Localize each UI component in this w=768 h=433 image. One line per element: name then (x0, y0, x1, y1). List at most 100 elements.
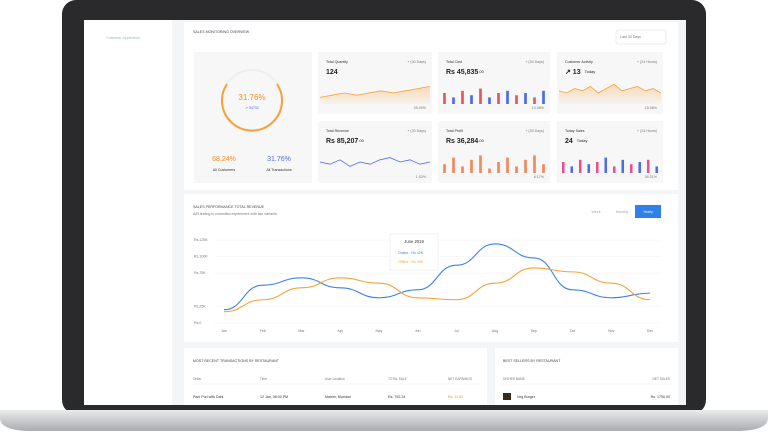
y-tick-label: Rs.100K (194, 255, 208, 259)
spark-bar (542, 90, 545, 104)
y-tick-label: Rs.25K (194, 304, 206, 308)
spark-bar (629, 164, 633, 173)
spark-area (320, 86, 430, 104)
card-value-cents: .00 (358, 138, 364, 143)
card-note: Today (585, 69, 596, 74)
spark-bar (461, 166, 464, 173)
tooltip (389, 233, 439, 271)
x-tick-label: Nov (608, 329, 615, 333)
card-title: Customer Activity (565, 60, 593, 64)
x-tick-label: Jun (415, 329, 421, 333)
x-tick-label: Feb (260, 329, 266, 333)
card-change: 6.17% (534, 175, 545, 179)
card-change: 1.52% (416, 175, 427, 179)
card-change: 10.08% (532, 106, 545, 110)
period-button[interactable]: Week (591, 210, 600, 214)
period-button[interactable]: Yearly (643, 210, 653, 214)
card-title: Total Profit (446, 129, 463, 133)
spark-bar (461, 90, 464, 104)
best-sellers-panel (495, 348, 678, 405)
card-value: Rs 85,207.00 (326, 138, 365, 145)
card-value-main: 124 (326, 69, 338, 76)
transactions-title: MOST RECENT TRANSACTIONS BY RESTAURANT (193, 359, 280, 363)
table-cell: Rs. 1750.00 (651, 395, 670, 399)
gauge-value: 31.76% (238, 93, 265, 102)
gauge-right-value: 31.76% (267, 156, 291, 163)
period-button[interactable]: Monthly (616, 210, 629, 214)
tooltip-line: Offline : Rs 29K (398, 260, 424, 264)
card-period: + (30 Days) (407, 60, 426, 64)
card-period: + (30 Days) (407, 129, 426, 133)
chart-title: SALES PERFORMANCE TOTAL REVENUE (193, 205, 265, 209)
card-note: Today (577, 138, 588, 143)
spark-bar (524, 93, 527, 104)
card-value: ↗ 13 Today (565, 69, 595, 76)
x-tick-label: Dec (647, 329, 654, 333)
stat-card (438, 121, 550, 183)
spark-bar (515, 95, 518, 104)
range-label[interactable]: Last 30 Days (620, 35, 641, 39)
x-tick-label: Sep (531, 329, 537, 333)
table-cell: Rs. 11.82 (448, 395, 463, 399)
spark-bar (470, 159, 473, 173)
card-value: Rs 45,835.00 (446, 69, 485, 76)
table-header: User Location (325, 377, 345, 381)
series-line (223, 243, 651, 311)
gauge-card (194, 52, 312, 183)
x-tick-label: Apr (337, 329, 343, 333)
card-value-main: 24 (565, 138, 573, 145)
spark-bar (570, 166, 574, 173)
table-cell: Pani Puri with Dahi (193, 395, 224, 399)
spark-bar (443, 164, 446, 173)
card-value: 24 Today (565, 138, 587, 145)
gauge-right-label: All Transactions (266, 168, 292, 172)
spark-line (319, 157, 431, 167)
card-title: Total Quantity (326, 60, 348, 64)
spark-line (319, 86, 431, 98)
card-change: 15.08% (645, 106, 658, 110)
x-tick-label: Aug (492, 329, 498, 333)
spark-bar (655, 166, 659, 173)
spark-bar (488, 168, 491, 173)
spark-bar (612, 166, 616, 173)
gauge-arc (221, 83, 283, 132)
y-tick-label: Rs.125K (194, 238, 208, 242)
spark-bar (506, 157, 509, 173)
card-change: 05.00% (414, 106, 427, 110)
stat-card (557, 121, 663, 183)
gauge-left-value: 68.24% (212, 156, 236, 163)
card-value: 124 (326, 69, 338, 76)
x-tick-label: Oct (570, 329, 576, 333)
tooltip-line: Online : Rs 42K (398, 251, 424, 255)
x-tick-label: Jan (221, 329, 227, 333)
spark-bar (587, 164, 591, 173)
card-period: + (24 Hours) (637, 60, 657, 64)
spark-bar (646, 159, 650, 173)
y-tick-label: Rs.75K (194, 271, 206, 275)
x-tick-label: May (376, 329, 383, 333)
spark-bar (479, 88, 482, 104)
spark-bar (452, 157, 455, 173)
stat-card (438, 52, 550, 114)
card-period: + (24 Hours) (637, 129, 657, 133)
stat-card (318, 121, 432, 183)
card-value-main: Rs 85,207 (326, 138, 358, 145)
sidebar (84, 20, 172, 405)
tooltip-title: June 2019 (404, 239, 424, 244)
range-select[interactable] (615, 29, 667, 45)
period-button-bg[interactable] (635, 205, 661, 218)
spark-area (559, 84, 661, 104)
card-value-main: Rs 36,284 (446, 138, 478, 145)
spark-bar (533, 155, 536, 173)
table-cell: Veg Burger (517, 395, 536, 399)
sidebar-title[interactable]: Customer Application (106, 36, 140, 40)
card-period: + (30 Days) (525, 60, 544, 64)
spark-bar (604, 157, 608, 173)
table-cell: Rs. 752.24 (388, 395, 405, 399)
table-header: Order (193, 377, 202, 381)
card-value-main: Rs 45,835 (446, 69, 478, 76)
y-tick-label: Rs.0 (194, 321, 201, 325)
card-title: Total Cost (446, 60, 462, 64)
table-header: NET EARNINGS (448, 377, 472, 381)
